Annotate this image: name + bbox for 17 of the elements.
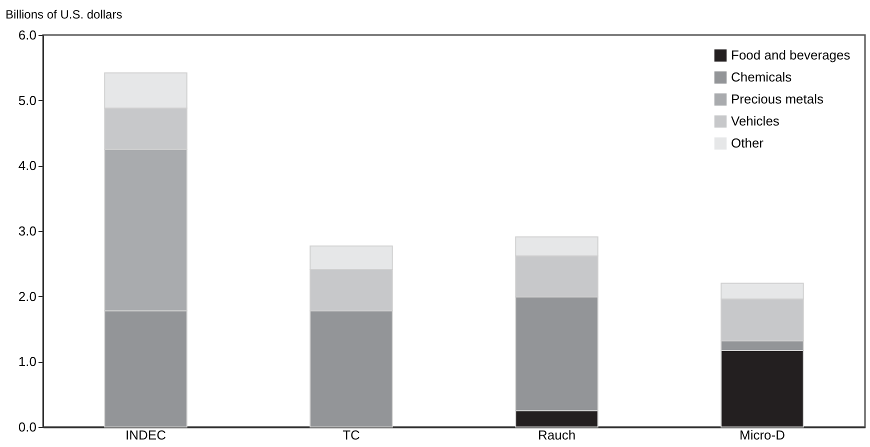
x-tick-label: Micro-D xyxy=(740,428,785,442)
legend-label: Chemicals xyxy=(731,70,792,84)
y-tick-label: 3.0 xyxy=(18,224,36,238)
y-axis-title: Billions of U.S. dollars xyxy=(6,8,122,22)
legend-label: Precious metals xyxy=(731,92,824,106)
y-tick-label: 0.0 xyxy=(18,420,36,434)
x-tick-label: INDEC xyxy=(126,428,166,442)
legend-label: Vehicles xyxy=(731,114,780,128)
x-tick-label: TC xyxy=(342,428,360,442)
legend-label: Food and beverages xyxy=(731,48,851,62)
x-tick-label: Rauch xyxy=(538,428,576,442)
y-tick-label: 4.0 xyxy=(18,158,36,174)
y-tick-label: 5.0 xyxy=(18,92,36,108)
legend-label: Other xyxy=(731,136,764,150)
y-tick-label: 1.0 xyxy=(18,354,36,370)
y-tick-label: 6.0 xyxy=(18,28,36,42)
y-tick-label: 2.0 xyxy=(18,288,36,304)
